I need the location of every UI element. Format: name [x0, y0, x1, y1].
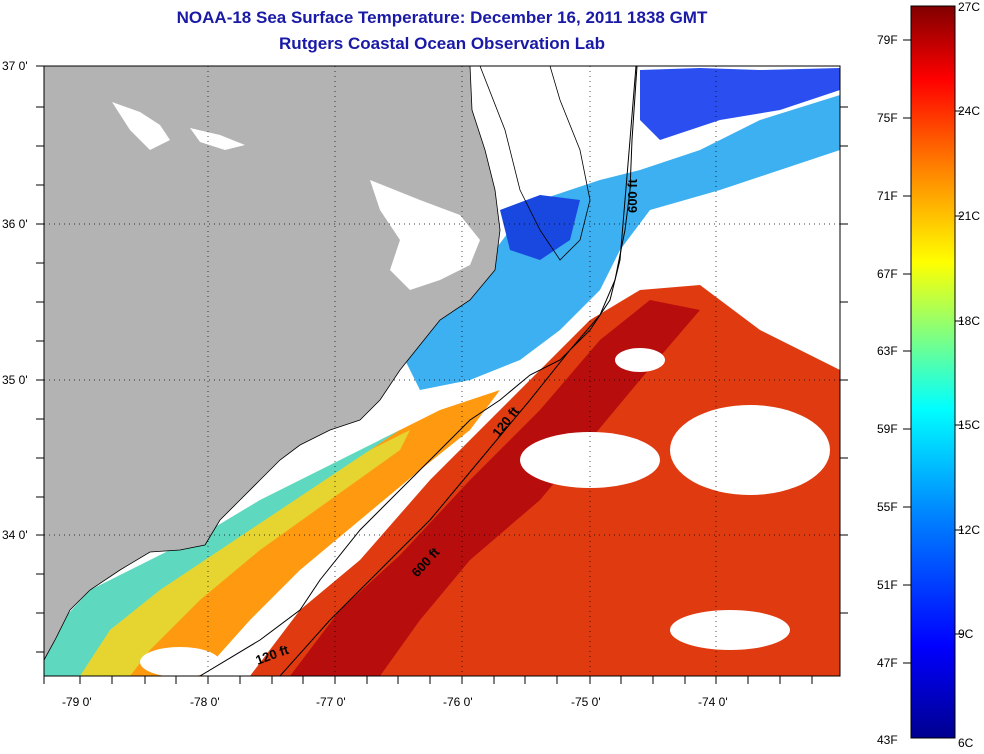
gridlines: [44, 66, 840, 676]
lon-label: -77 0': [316, 695, 346, 709]
colorbar-c-label: 9C: [958, 627, 974, 641]
colorbar-c-label: 6C: [958, 736, 974, 750]
cloud-patch: [710, 200, 840, 300]
lat-label: 34 0': [2, 528, 28, 542]
hatteras-cool-water: [390, 95, 840, 390]
pamlico-sound: [370, 180, 480, 290]
lat-label: 35 0': [2, 373, 28, 387]
colorbar: [910, 5, 956, 739]
colorbar-c-label: 18C: [958, 314, 981, 328]
lon-label: -75 0': [571, 695, 601, 709]
colorbar-c-label: 27C: [958, 0, 981, 14]
colorbar-ticks: [903, 39, 963, 664]
map-frame: [43, 65, 841, 677]
colorbar-c-label: 15C: [958, 418, 981, 432]
gulf-stream-core: [290, 300, 700, 676]
lon-label: -78 0': [190, 695, 220, 709]
colorbar-c-label: 24C: [958, 104, 981, 118]
colorbar-f-label: 55F: [877, 500, 898, 514]
contour-label-600ft: 600 ft: [625, 178, 640, 213]
colorbar-f-label: 59F: [877, 422, 898, 436]
cloud-patch: [520, 432, 660, 488]
colorbar-f-label: 63F: [877, 344, 898, 358]
lon-label: -74 0': [698, 695, 728, 709]
colorbar-f-label: 51F: [877, 578, 898, 592]
shelf-yellow-band: [70, 430, 410, 676]
colorbar-f-label: 47F: [877, 656, 898, 670]
colorbar-f-label: 71F: [877, 189, 898, 203]
lat-label: 37 0': [2, 59, 28, 73]
cold-patch-north: [640, 68, 840, 140]
lon-label: -76 0': [443, 695, 473, 709]
lat-label: 36 0': [2, 217, 28, 231]
cold-patch: [500, 195, 580, 260]
colorbar-f-label: 43F: [877, 733, 898, 747]
cloud-patch: [670, 610, 790, 650]
isobath-600ft: [279, 66, 638, 676]
map-subtitle: Rutgers Coastal Ocean Observation Lab: [279, 34, 605, 53]
colorbar-f-label: 75F: [877, 111, 898, 125]
colorbar-c-label: 21C: [958, 209, 981, 223]
inland-lake: [112, 102, 170, 150]
outer-banks: [479, 66, 591, 261]
cloud-patch: [140, 647, 220, 676]
cloud-patch: [615, 348, 665, 372]
map-title: NOAA-18 Sea Surface Temperature: Decembe…: [176, 8, 708, 27]
inland-lake: [190, 128, 245, 150]
colorbar-c-label: 12C: [958, 523, 981, 537]
colorbar-f-label: 79F: [877, 33, 898, 47]
nearshore-cool-water: [44, 430, 400, 676]
colorbar-f-label: 67F: [877, 267, 898, 281]
cloud-patch: [670, 405, 830, 495]
axis-ticks: [36, 65, 848, 684]
lon-label: -79 0': [62, 695, 92, 709]
